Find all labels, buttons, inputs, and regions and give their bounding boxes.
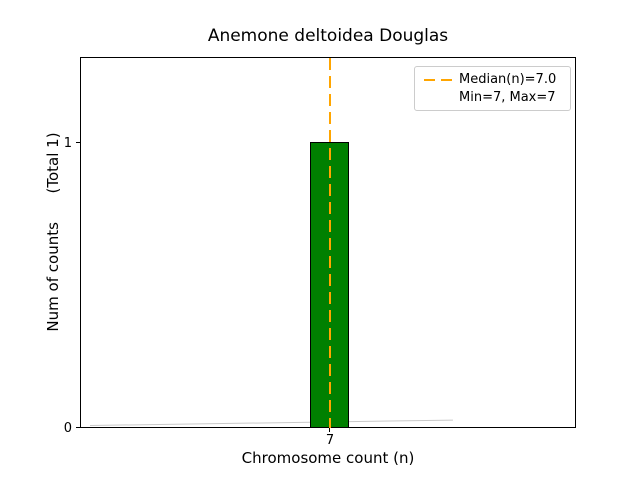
xtick-mark-7 <box>329 428 330 432</box>
xtick-label-7: 7 <box>325 433 335 448</box>
y-axis-label: Num of counts (Total 1) <box>44 132 62 332</box>
legend-label-minmax: Min=7, Max=7 <box>459 89 556 105</box>
legend-row-median: Median(n)=7.0 <box>424 71 563 89</box>
legend-handle-spacer <box>424 96 452 98</box>
x-axis-label: Chromosome count (n) <box>241 449 415 467</box>
ytick-mark-0 <box>76 427 80 428</box>
ytick-label-0: 0 <box>63 421 72 436</box>
median-dashed-line-legend-handle <box>424 78 452 81</box>
median-dashed-line <box>329 58 331 428</box>
legend-label-median: Median(n)=7.0 <box>459 72 557 88</box>
ytick-mark-1 <box>76 142 80 143</box>
legend: Median(n)=7.0 Min=7, Max=7 <box>414 66 571 111</box>
ytick-label-1: 1 <box>63 136 72 151</box>
legend-row-minmax: Min=7, Max=7 <box>424 89 563 107</box>
chart-title: Anemone deltoidea Douglas <box>207 26 449 46</box>
